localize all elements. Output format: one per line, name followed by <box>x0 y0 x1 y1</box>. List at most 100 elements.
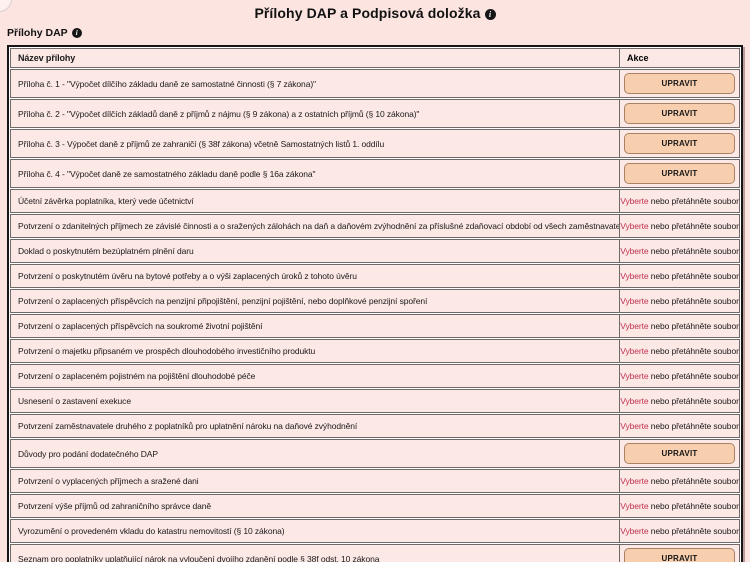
action-cell: UPRAVIT <box>619 440 739 467</box>
title-info-icon[interactable]: i <box>484 9 496 20</box>
upravit-button[interactable]: UPRAVIT <box>624 103 735 124</box>
table-row: Usnesení o zastavení exekuce Vyberte neb… <box>10 389 740 413</box>
action-cell: Vyberte nebo přetáhněte soubor <box>619 390 739 412</box>
attachment-name: Příloha č. 1 - "Výpočet dílčího základu … <box>18 78 316 89</box>
attachment-name: Vyrozumění o provedeném vkladu do katast… <box>18 526 285 536</box>
action-cell: Vyberte nebo přetáhněte soubor <box>619 520 739 542</box>
upload-action[interactable]: Vyberte nebo přetáhněte soubor <box>620 371 739 381</box>
attachment-name: Potvrzení o vyplacených příjmech a sraže… <box>18 476 199 486</box>
file-select-link[interactable]: Vyberte <box>620 371 649 381</box>
upload-action[interactable]: Vyberte nebo přetáhněte soubor <box>620 296 739 306</box>
upravit-button[interactable]: UPRAVIT <box>624 163 735 184</box>
table-row: Příloha č. 2 - "Výpočet dílčích základů … <box>10 99 740 128</box>
table-row: Důvody pro podání dodatečného DAP UPRAVI… <box>10 439 740 468</box>
file-select-link[interactable]: Vyberte <box>620 296 649 306</box>
drag-drop-text: nebo přetáhněte soubor <box>648 526 739 536</box>
drag-drop-text: nebo přetáhněte soubor <box>648 476 739 486</box>
table-row: Potvrzení o majetku připsaném ve prospěc… <box>10 339 740 363</box>
attachment-name: Usnesení o zastavení exekuce <box>18 396 131 406</box>
drag-drop-text: nebo přetáhněte soubor <box>648 196 739 206</box>
drag-drop-text: nebo přetáhněte soubor <box>648 346 739 356</box>
drag-drop-text: nebo přetáhněte soubor <box>648 321 739 331</box>
file-select-link[interactable]: Vyberte <box>620 246 649 256</box>
file-select-link[interactable]: Vyberte <box>620 271 649 281</box>
attachment-name: Potvrzení o zdanitelných příjmech ze záv… <box>18 221 619 231</box>
table-row: Potvrzení zaměstnavatele druhého z popla… <box>10 414 740 438</box>
file-select-link[interactable]: Vyberte <box>620 526 649 536</box>
drag-drop-text: nebo přetáhněte soubor <box>648 421 739 431</box>
upload-action[interactable]: Vyberte nebo přetáhněte soubor <box>620 476 739 486</box>
attachment-name: Příloha č. 3 - Výpočet daně z příjmů ze … <box>18 138 385 149</box>
attachments-table: Název přílohy Akce Příloha č. 1 - "Výpoč… <box>7 45 743 562</box>
column-header-name: Název přílohy <box>18 53 76 63</box>
attachment-name: Potvrzení o zaplaceném pojistném na poji… <box>18 371 256 381</box>
attachment-name: Potvrzení o zaplacených příspěvcích na p… <box>18 296 428 306</box>
table-row: Potvrzení o poskytnutém úvěru na bytové … <box>10 264 740 288</box>
attachment-name: Důvody pro podání dodatečného DAP <box>18 448 158 459</box>
section-label: Přílohy DAP i <box>0 21 750 43</box>
upravit-button[interactable]: UPRAVIT <box>624 443 735 464</box>
table-row: Příloha č. 4 - "Výpočet daně ze samostat… <box>10 159 740 188</box>
action-cell: Vyberte nebo přetáhněte soubor <box>619 340 739 362</box>
action-cell: Vyberte nebo přetáhněte soubor <box>619 415 739 437</box>
upload-action[interactable]: Vyberte nebo přetáhněte soubor <box>620 196 739 206</box>
file-select-link[interactable]: Vyberte <box>620 321 649 331</box>
file-select-link[interactable]: Vyberte <box>620 396 649 406</box>
section-info-icon[interactable]: i <box>71 28 82 38</box>
drag-drop-text: nebo přetáhněte soubor <box>648 246 739 256</box>
table-row: Potvrzení výše příjmů od zahraničního sp… <box>10 494 740 518</box>
section-label-text: Přílohy DAP <box>7 27 68 39</box>
attachment-name: Seznam pro poplatníky uplatňující nárok … <box>18 553 380 562</box>
action-cell: Vyberte nebo přetáhněte soubor <box>619 315 739 337</box>
file-select-link[interactable]: Vyberte <box>620 221 649 231</box>
drag-drop-text: nebo přetáhněte soubor <box>648 271 739 281</box>
upload-action[interactable]: Vyberte nebo přetáhněte soubor <box>620 321 739 331</box>
drag-drop-text: nebo přetáhněte soubor <box>648 221 739 231</box>
upload-action[interactable]: Vyberte nebo přetáhněte soubor <box>620 526 739 536</box>
table-row: Vyrozumění o provedeném vkladu do katast… <box>10 519 740 543</box>
action-cell: UPRAVIT <box>619 130 739 157</box>
table-row: Příloha č. 3 - Výpočet daně z příjmů ze … <box>10 129 740 158</box>
action-cell: Vyberte nebo přetáhněte soubor <box>619 215 739 237</box>
attachment-name: Potvrzení o poskytnutém úvěru na bytové … <box>18 271 357 281</box>
drag-drop-text: nebo přetáhněte soubor <box>648 296 739 306</box>
attachment-name: Potvrzení o majetku připsaném ve prospěc… <box>18 346 316 356</box>
table-row: Potvrzení o vyplacených příjmech a sraže… <box>10 469 740 493</box>
upravit-button[interactable]: UPRAVIT <box>624 73 735 94</box>
attachment-name: Potvrzení zaměstnavatele druhého z popla… <box>18 421 358 431</box>
file-select-link[interactable]: Vyberte <box>620 196 649 206</box>
upload-action[interactable]: Vyberte nebo přetáhněte soubor <box>620 346 739 356</box>
attachment-name: Účetní závěrka poplatníka, který vede úč… <box>18 196 194 206</box>
attachments-table-body: Příloha č. 1 - "Výpočet dílčího základu … <box>9 69 741 562</box>
table-row: Potvrzení o zaplaceném pojistném na poji… <box>10 364 740 388</box>
upload-action[interactable]: Vyberte nebo přetáhněte soubor <box>620 271 739 281</box>
action-cell: Vyberte nebo přetáhněte soubor <box>619 290 739 312</box>
drag-drop-text: nebo přetáhněte soubor <box>648 396 739 406</box>
action-cell: Vyberte nebo přetáhněte soubor <box>619 190 739 212</box>
file-select-link[interactable]: Vyberte <box>620 501 649 511</box>
file-select-link[interactable]: Vyberte <box>620 421 649 431</box>
action-cell: UPRAVIT <box>619 545 739 562</box>
drag-drop-text: nebo přetáhněte soubor <box>648 501 739 511</box>
upload-action[interactable]: Vyberte nebo přetáhněte soubor <box>620 221 739 231</box>
table-row: Účetní závěrka poplatníka, který vede úč… <box>10 189 740 213</box>
table-row: Potvrzení o zdanitelných příjmech ze záv… <box>10 214 740 238</box>
action-cell: UPRAVIT <box>619 100 739 127</box>
file-select-link[interactable]: Vyberte <box>620 346 649 356</box>
action-cell: UPRAVIT <box>619 160 739 187</box>
attachment-name: Doklad o poskytnutém bezúplatném plnění … <box>18 246 194 256</box>
upravit-button[interactable]: UPRAVIT <box>624 133 735 154</box>
upload-action[interactable]: Vyberte nebo přetáhněte soubor <box>620 421 739 431</box>
upload-action[interactable]: Vyberte nebo přetáhněte soubor <box>620 396 739 406</box>
page-title-text: Přílohy DAP a Podpisová doložka <box>254 5 481 21</box>
action-cell: Vyberte nebo přetáhněte soubor <box>619 365 739 387</box>
table-row: Příloha č. 1 - "Výpočet dílčího základu … <box>10 69 740 98</box>
action-cell: Vyberte nebo přetáhněte soubor <box>619 470 739 492</box>
upload-action[interactable]: Vyberte nebo přetáhněte soubor <box>620 501 739 511</box>
attachment-name: Potvrzení o zaplacených příspěvcích na s… <box>18 321 263 331</box>
drag-drop-text: nebo přetáhněte soubor <box>648 371 739 381</box>
upload-action[interactable]: Vyberte nebo přetáhněte soubor <box>620 246 739 256</box>
upravit-button[interactable]: UPRAVIT <box>624 548 735 562</box>
file-select-link[interactable]: Vyberte <box>620 476 649 486</box>
attachment-name: Potvrzení výše příjmů od zahraničního sp… <box>18 501 211 511</box>
